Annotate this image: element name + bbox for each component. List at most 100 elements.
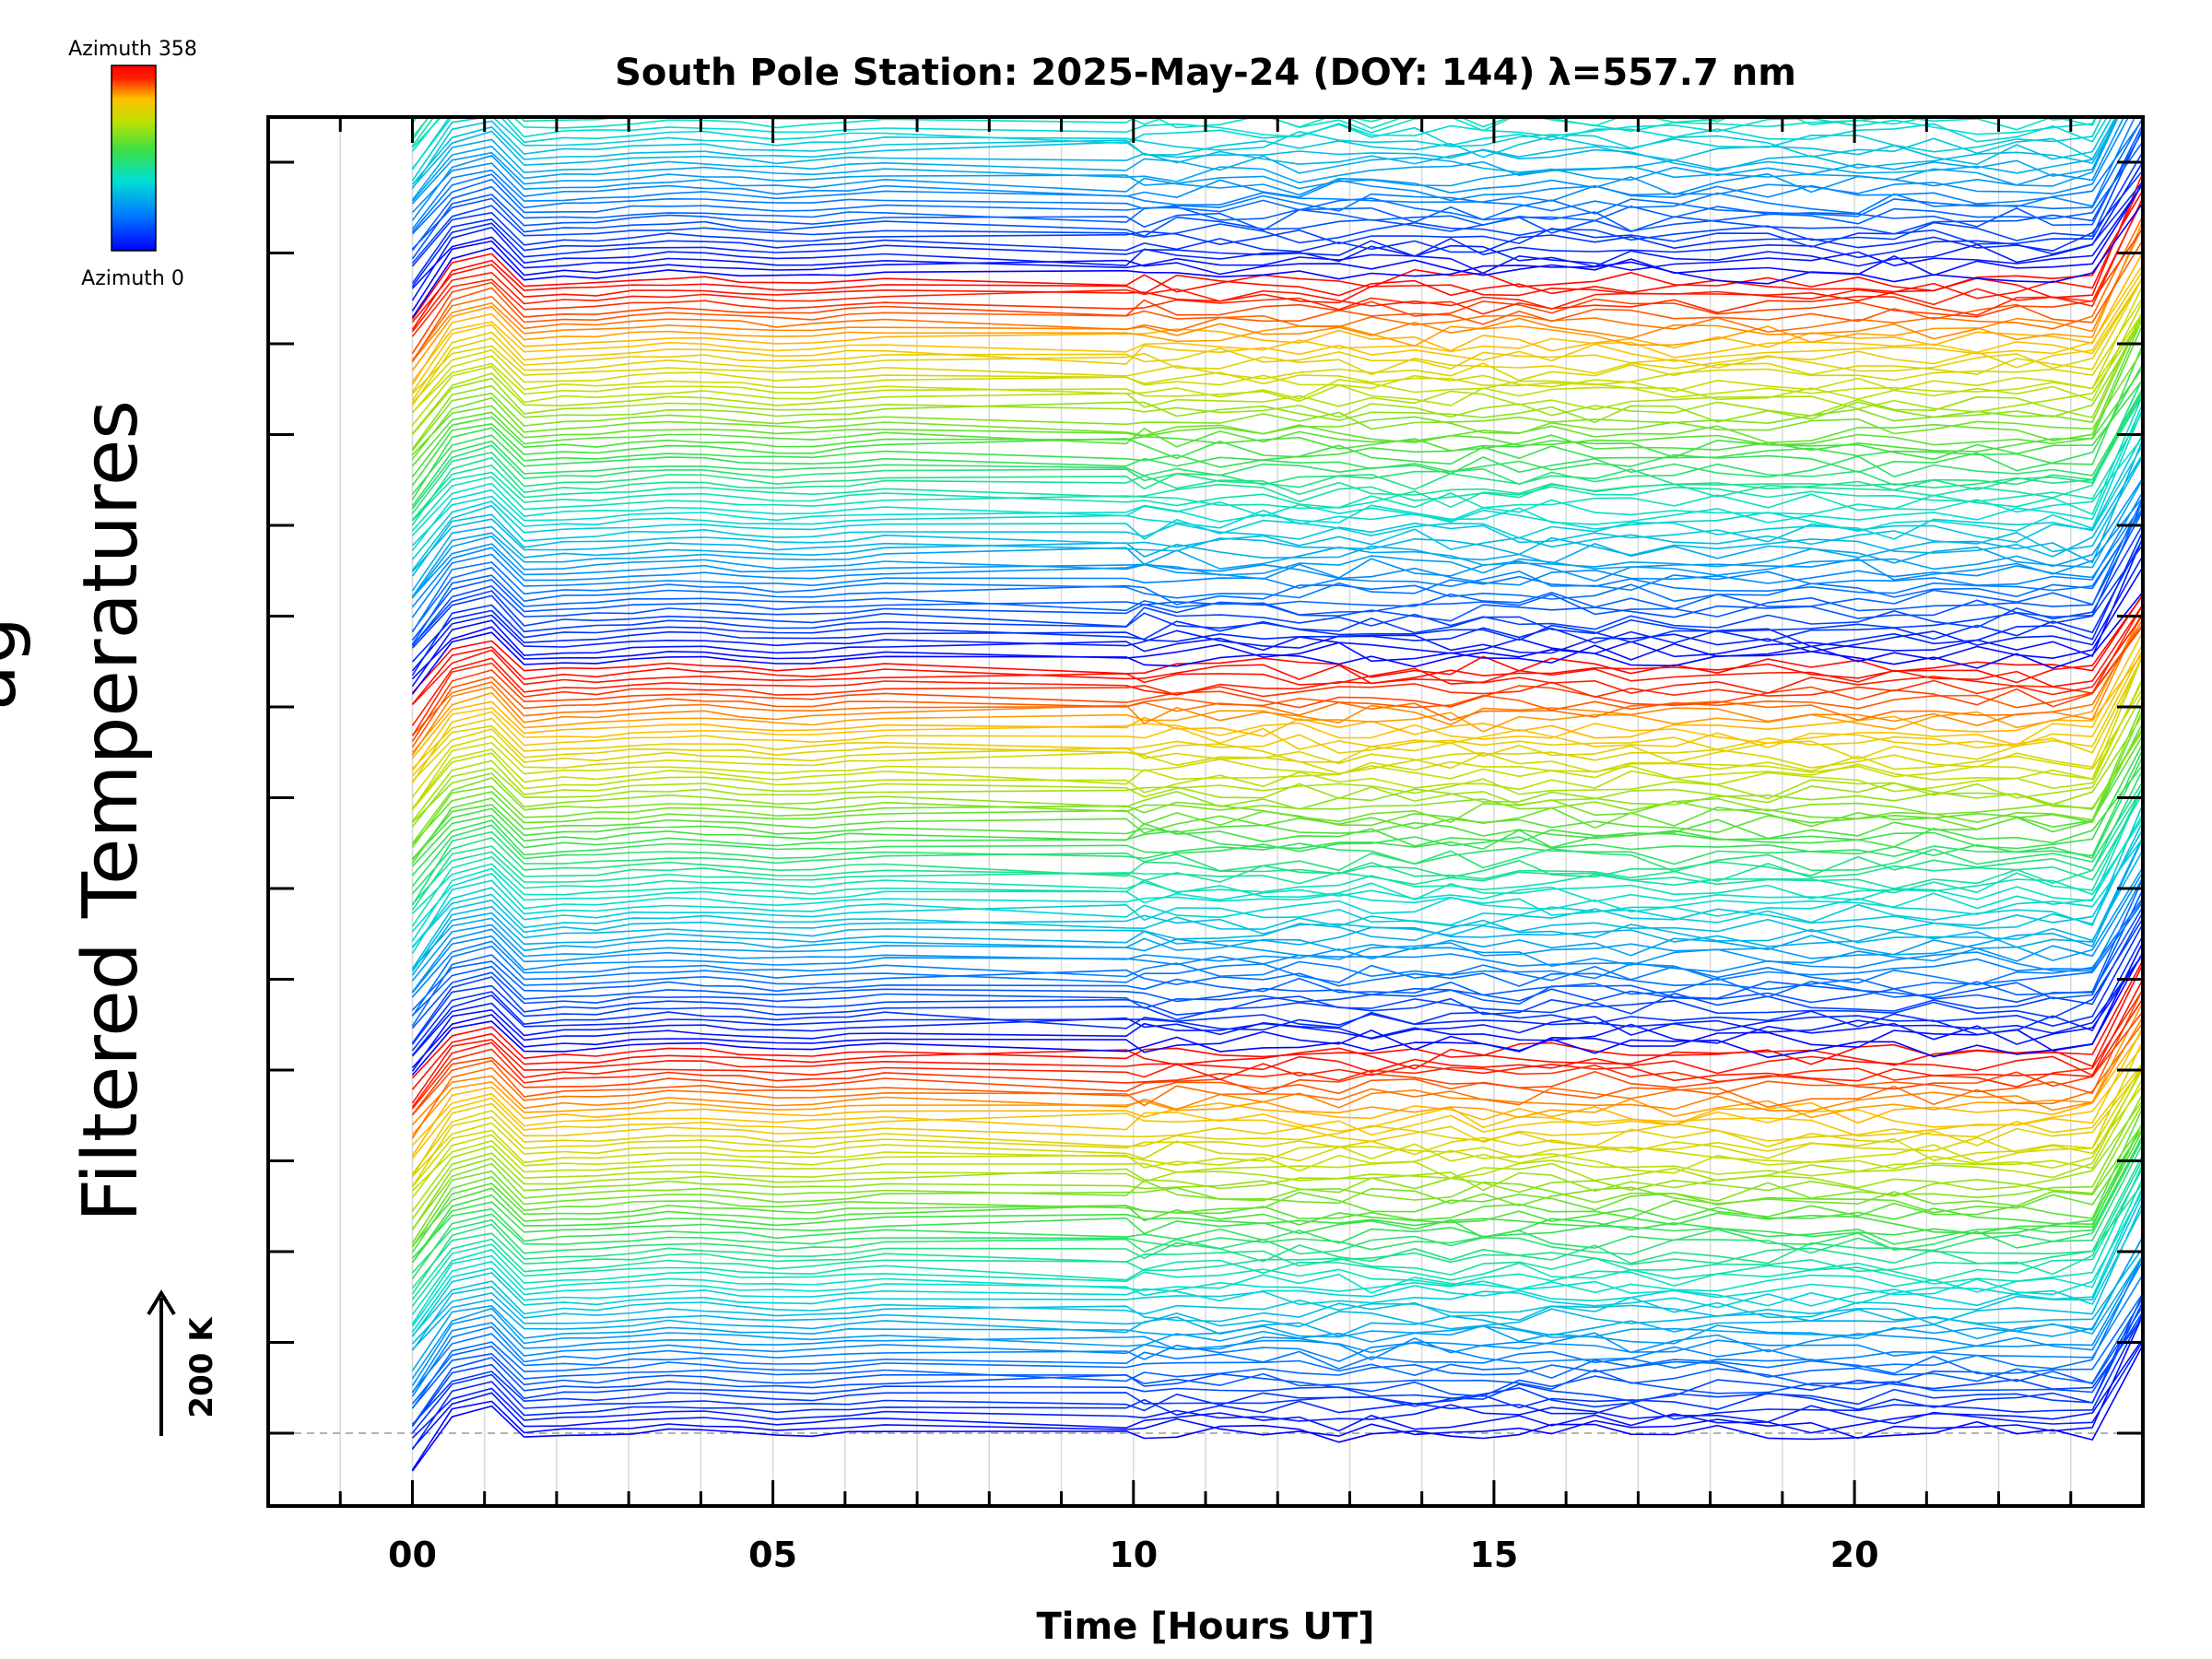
series-line — [411, 781, 2143, 906]
series-line — [411, 117, 2097, 171]
colorbar-label-bottom: Azimuth 0 — [81, 267, 184, 290]
series-line — [411, 997, 2143, 1108]
series-line — [411, 1030, 2143, 1157]
series-line — [411, 455, 2143, 577]
series-line — [411, 888, 2143, 1017]
series-line — [411, 117, 2120, 205]
series-line — [411, 1344, 2143, 1472]
plot-frame — [266, 115, 2145, 1508]
series-line — [411, 701, 2143, 848]
series-line — [411, 284, 2143, 414]
axis-ticks — [266, 117, 2145, 1506]
series-line — [411, 1106, 2143, 1253]
series-line — [411, 735, 2143, 864]
series-line — [411, 836, 2143, 976]
series-line — [411, 1067, 2143, 1175]
series-line — [411, 411, 2143, 522]
series-line — [411, 509, 2143, 633]
series-line — [411, 594, 2143, 705]
series-line — [411, 1065, 2143, 1212]
series-line — [411, 276, 2143, 394]
series-line — [411, 727, 2143, 844]
series-line — [411, 935, 2143, 1056]
series-line — [411, 1254, 2143, 1350]
series-line — [411, 786, 2143, 905]
x-axis-title: Time [Hours UT] — [1037, 1606, 1375, 1648]
series-line — [411, 403, 2143, 551]
series-line — [411, 866, 2143, 982]
series-line — [411, 988, 2143, 1116]
series-line — [411, 923, 2143, 1052]
series-line — [411, 1182, 2143, 1295]
series-line — [411, 117, 2098, 149]
series-line — [411, 1314, 2143, 1471]
series-line — [411, 118, 2143, 233]
series-line — [411, 604, 2143, 736]
series-line — [411, 349, 2143, 460]
series-line — [411, 688, 2143, 798]
series-line — [411, 1201, 2143, 1351]
series-line — [411, 1102, 2143, 1230]
series-line — [411, 709, 2143, 845]
series-line — [411, 1255, 2143, 1393]
series-line — [411, 170, 2143, 284]
series-line — [411, 954, 2143, 1072]
series-line — [411, 436, 2143, 536]
series-line — [411, 252, 2143, 385]
series-line — [411, 379, 2143, 487]
series-line — [411, 722, 2143, 861]
series-line — [411, 220, 2143, 371]
series-line — [411, 500, 2143, 647]
series-line — [411, 117, 2130, 214]
series-line — [411, 989, 2143, 1110]
scale-indicator: 200 K — [147, 1289, 220, 1436]
series-line — [411, 786, 2143, 927]
series-line — [411, 1124, 2143, 1244]
series-line — [411, 1062, 2143, 1177]
series-line — [411, 1340, 2143, 1439]
series-line — [411, 1077, 2143, 1192]
series-line — [411, 625, 2143, 742]
series-line — [411, 538, 2143, 677]
series-line — [411, 1177, 2143, 1324]
series-line — [411, 117, 2136, 229]
series-line — [411, 1337, 2143, 1450]
series-line — [411, 837, 2143, 954]
series-line — [411, 1022, 2143, 1139]
plot-area: 00 05 10 15 20 — [266, 115, 2145, 1575]
series-line — [411, 643, 2143, 783]
series-line — [411, 899, 2143, 1017]
series-line — [411, 498, 2143, 641]
series-line — [411, 653, 2143, 759]
series-line — [411, 117, 2143, 235]
scale-arrow-head — [147, 1289, 176, 1316]
traces — [411, 117, 2143, 1472]
series-line — [411, 1027, 2143, 1159]
series-line — [411, 631, 2143, 771]
series-line — [411, 912, 2143, 1044]
series-line — [411, 764, 2143, 860]
series-line — [411, 1137, 2143, 1279]
series-line — [411, 1190, 2143, 1327]
series-line — [411, 654, 2143, 810]
series-line — [411, 312, 2143, 452]
series-line — [411, 1121, 2143, 1264]
series-line — [411, 649, 2143, 777]
series-line — [411, 963, 2143, 1090]
series-line — [411, 171, 2143, 331]
series-line — [411, 748, 2143, 877]
series-line — [411, 610, 2143, 753]
series-line — [411, 677, 2143, 810]
series-line — [411, 151, 2143, 267]
series-line — [411, 183, 2143, 289]
series-line — [411, 215, 2143, 361]
series-line — [411, 199, 2143, 337]
scale-label: 200 K — [183, 1316, 220, 1418]
series-line — [411, 453, 2143, 572]
y-axis-title-cut: ag — [0, 617, 33, 711]
series-line — [411, 1122, 2143, 1264]
series-line — [411, 190, 2143, 320]
series-line — [411, 1010, 2143, 1115]
series-line — [411, 1247, 2143, 1345]
series-line — [411, 1305, 2143, 1409]
